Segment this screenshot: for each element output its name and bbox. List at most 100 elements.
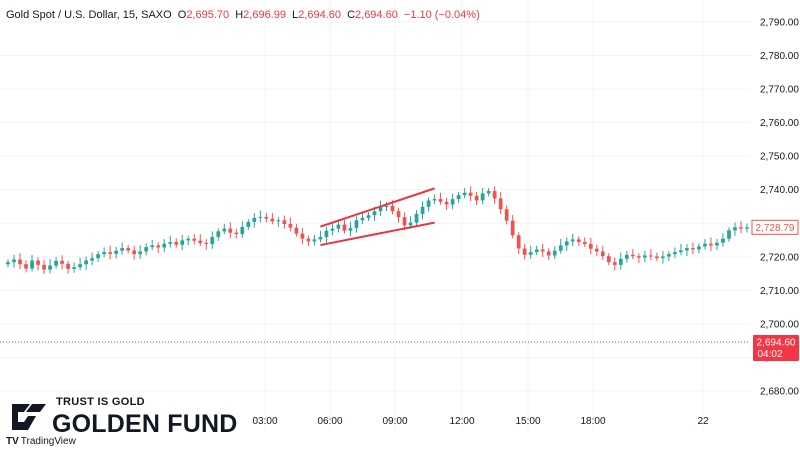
candle-body bbox=[180, 240, 185, 245]
candle-body bbox=[78, 264, 82, 268]
candle-body bbox=[252, 217, 257, 222]
candle-body bbox=[655, 256, 659, 259]
candle-body bbox=[456, 195, 461, 200]
candle-body bbox=[60, 260, 64, 264]
candle-body bbox=[667, 254, 671, 257]
candle-body bbox=[234, 232, 239, 235]
candle-body bbox=[312, 239, 317, 242]
trendline bbox=[320, 187, 435, 228]
candle-body bbox=[162, 243, 167, 248]
candle-body bbox=[282, 220, 287, 224]
candle-body bbox=[516, 235, 521, 249]
y-tick-label: 2,700.00 bbox=[760, 319, 799, 330]
candle-body bbox=[192, 238, 197, 241]
candle-body bbox=[360, 217, 365, 221]
tradingview-attribution[interactable]: TV TradingView bbox=[6, 436, 76, 447]
candle-body bbox=[174, 242, 179, 245]
candle-body bbox=[288, 223, 293, 228]
candle-body bbox=[510, 220, 515, 236]
candle-body bbox=[18, 259, 22, 265]
y-tick-label: 2,770.00 bbox=[760, 85, 799, 96]
candle-body bbox=[492, 191, 497, 199]
candle-body bbox=[372, 211, 377, 216]
candle-body bbox=[240, 226, 245, 235]
high-label: H bbox=[235, 9, 244, 21]
candle-body bbox=[168, 242, 173, 244]
candle-body bbox=[90, 258, 94, 261]
candle-body bbox=[96, 254, 100, 259]
candle-body bbox=[636, 256, 641, 258]
candle-body bbox=[114, 250, 119, 254]
candle-body bbox=[733, 227, 737, 231]
candle-body bbox=[546, 251, 551, 256]
x-tick-label: 12:00 bbox=[449, 416, 474, 427]
candle-body bbox=[582, 242, 587, 245]
candle-body bbox=[673, 252, 677, 255]
candle-body bbox=[6, 262, 10, 265]
candle-body bbox=[564, 241, 569, 246]
x-tick-label: 15:00 bbox=[515, 416, 540, 427]
candle-body bbox=[691, 248, 695, 250]
candle-body bbox=[432, 199, 437, 201]
y-tick-label: 2,710.00 bbox=[760, 286, 799, 297]
low-label: L bbox=[292, 9, 299, 21]
candle-body bbox=[24, 264, 28, 269]
candle-body bbox=[36, 260, 40, 265]
candle-body bbox=[210, 237, 215, 245]
y-tick-label: 2,680.00 bbox=[760, 387, 799, 398]
close-value: 2,694.60 bbox=[355, 9, 398, 21]
candle-body bbox=[450, 199, 455, 205]
candle-body bbox=[552, 250, 557, 256]
candle-body bbox=[246, 221, 251, 227]
x-tick-label: 18:00 bbox=[580, 416, 605, 427]
tradingview-logo-icon: TV bbox=[6, 436, 19, 447]
golden-fund-watermark: TRUST IS GOLD GOLDEN FUND bbox=[8, 396, 248, 448]
candle-body bbox=[120, 248, 125, 251]
trendline bbox=[320, 221, 435, 247]
candle-body bbox=[612, 262, 617, 265]
candle-body bbox=[330, 228, 335, 231]
candle-body bbox=[66, 263, 70, 269]
candle-body bbox=[204, 243, 209, 245]
candle-body bbox=[504, 209, 509, 221]
y-tick-label: 2,760.00 bbox=[760, 118, 799, 129]
candle-body bbox=[642, 255, 647, 258]
candle-body bbox=[402, 217, 407, 226]
low-value: 2,694.60 bbox=[298, 9, 341, 21]
golden-fund-logo-icon bbox=[12, 404, 46, 430]
candle-body bbox=[679, 250, 683, 253]
candle-body bbox=[606, 256, 611, 263]
close-label: C bbox=[347, 9, 356, 21]
candle-body bbox=[348, 227, 353, 231]
candle-body bbox=[384, 205, 389, 208]
candle-body bbox=[48, 265, 52, 270]
candle-body bbox=[709, 243, 713, 246]
last-value-box bbox=[751, 219, 799, 235]
candle-body bbox=[318, 237, 323, 240]
candle-body bbox=[721, 238, 725, 243]
candle-body bbox=[258, 216, 263, 218]
brand-name: GOLDEN FUND bbox=[52, 410, 238, 438]
candle-body bbox=[486, 191, 491, 194]
x-tick-label: 09:00 bbox=[382, 416, 407, 427]
candle-body bbox=[156, 245, 161, 248]
candle-body bbox=[378, 207, 383, 212]
price-tag-value: 2,694.60 bbox=[757, 338, 796, 349]
candle-body bbox=[534, 249, 539, 253]
candle-body bbox=[697, 246, 701, 250]
candle-body bbox=[300, 233, 305, 239]
candle-body bbox=[420, 206, 425, 214]
candle-body bbox=[594, 248, 599, 252]
y-tick-label: 2,720.00 bbox=[760, 252, 799, 263]
brand-tagline: TRUST IS GOLD bbox=[56, 396, 145, 408]
candle-body bbox=[294, 227, 299, 234]
candle-body bbox=[42, 264, 46, 270]
open-value: 2,695.70 bbox=[186, 9, 230, 21]
candle-body bbox=[264, 216, 269, 219]
candle-body bbox=[661, 256, 665, 259]
candle-body bbox=[528, 252, 533, 255]
candle-body bbox=[186, 238, 191, 241]
candle-body bbox=[558, 245, 563, 251]
